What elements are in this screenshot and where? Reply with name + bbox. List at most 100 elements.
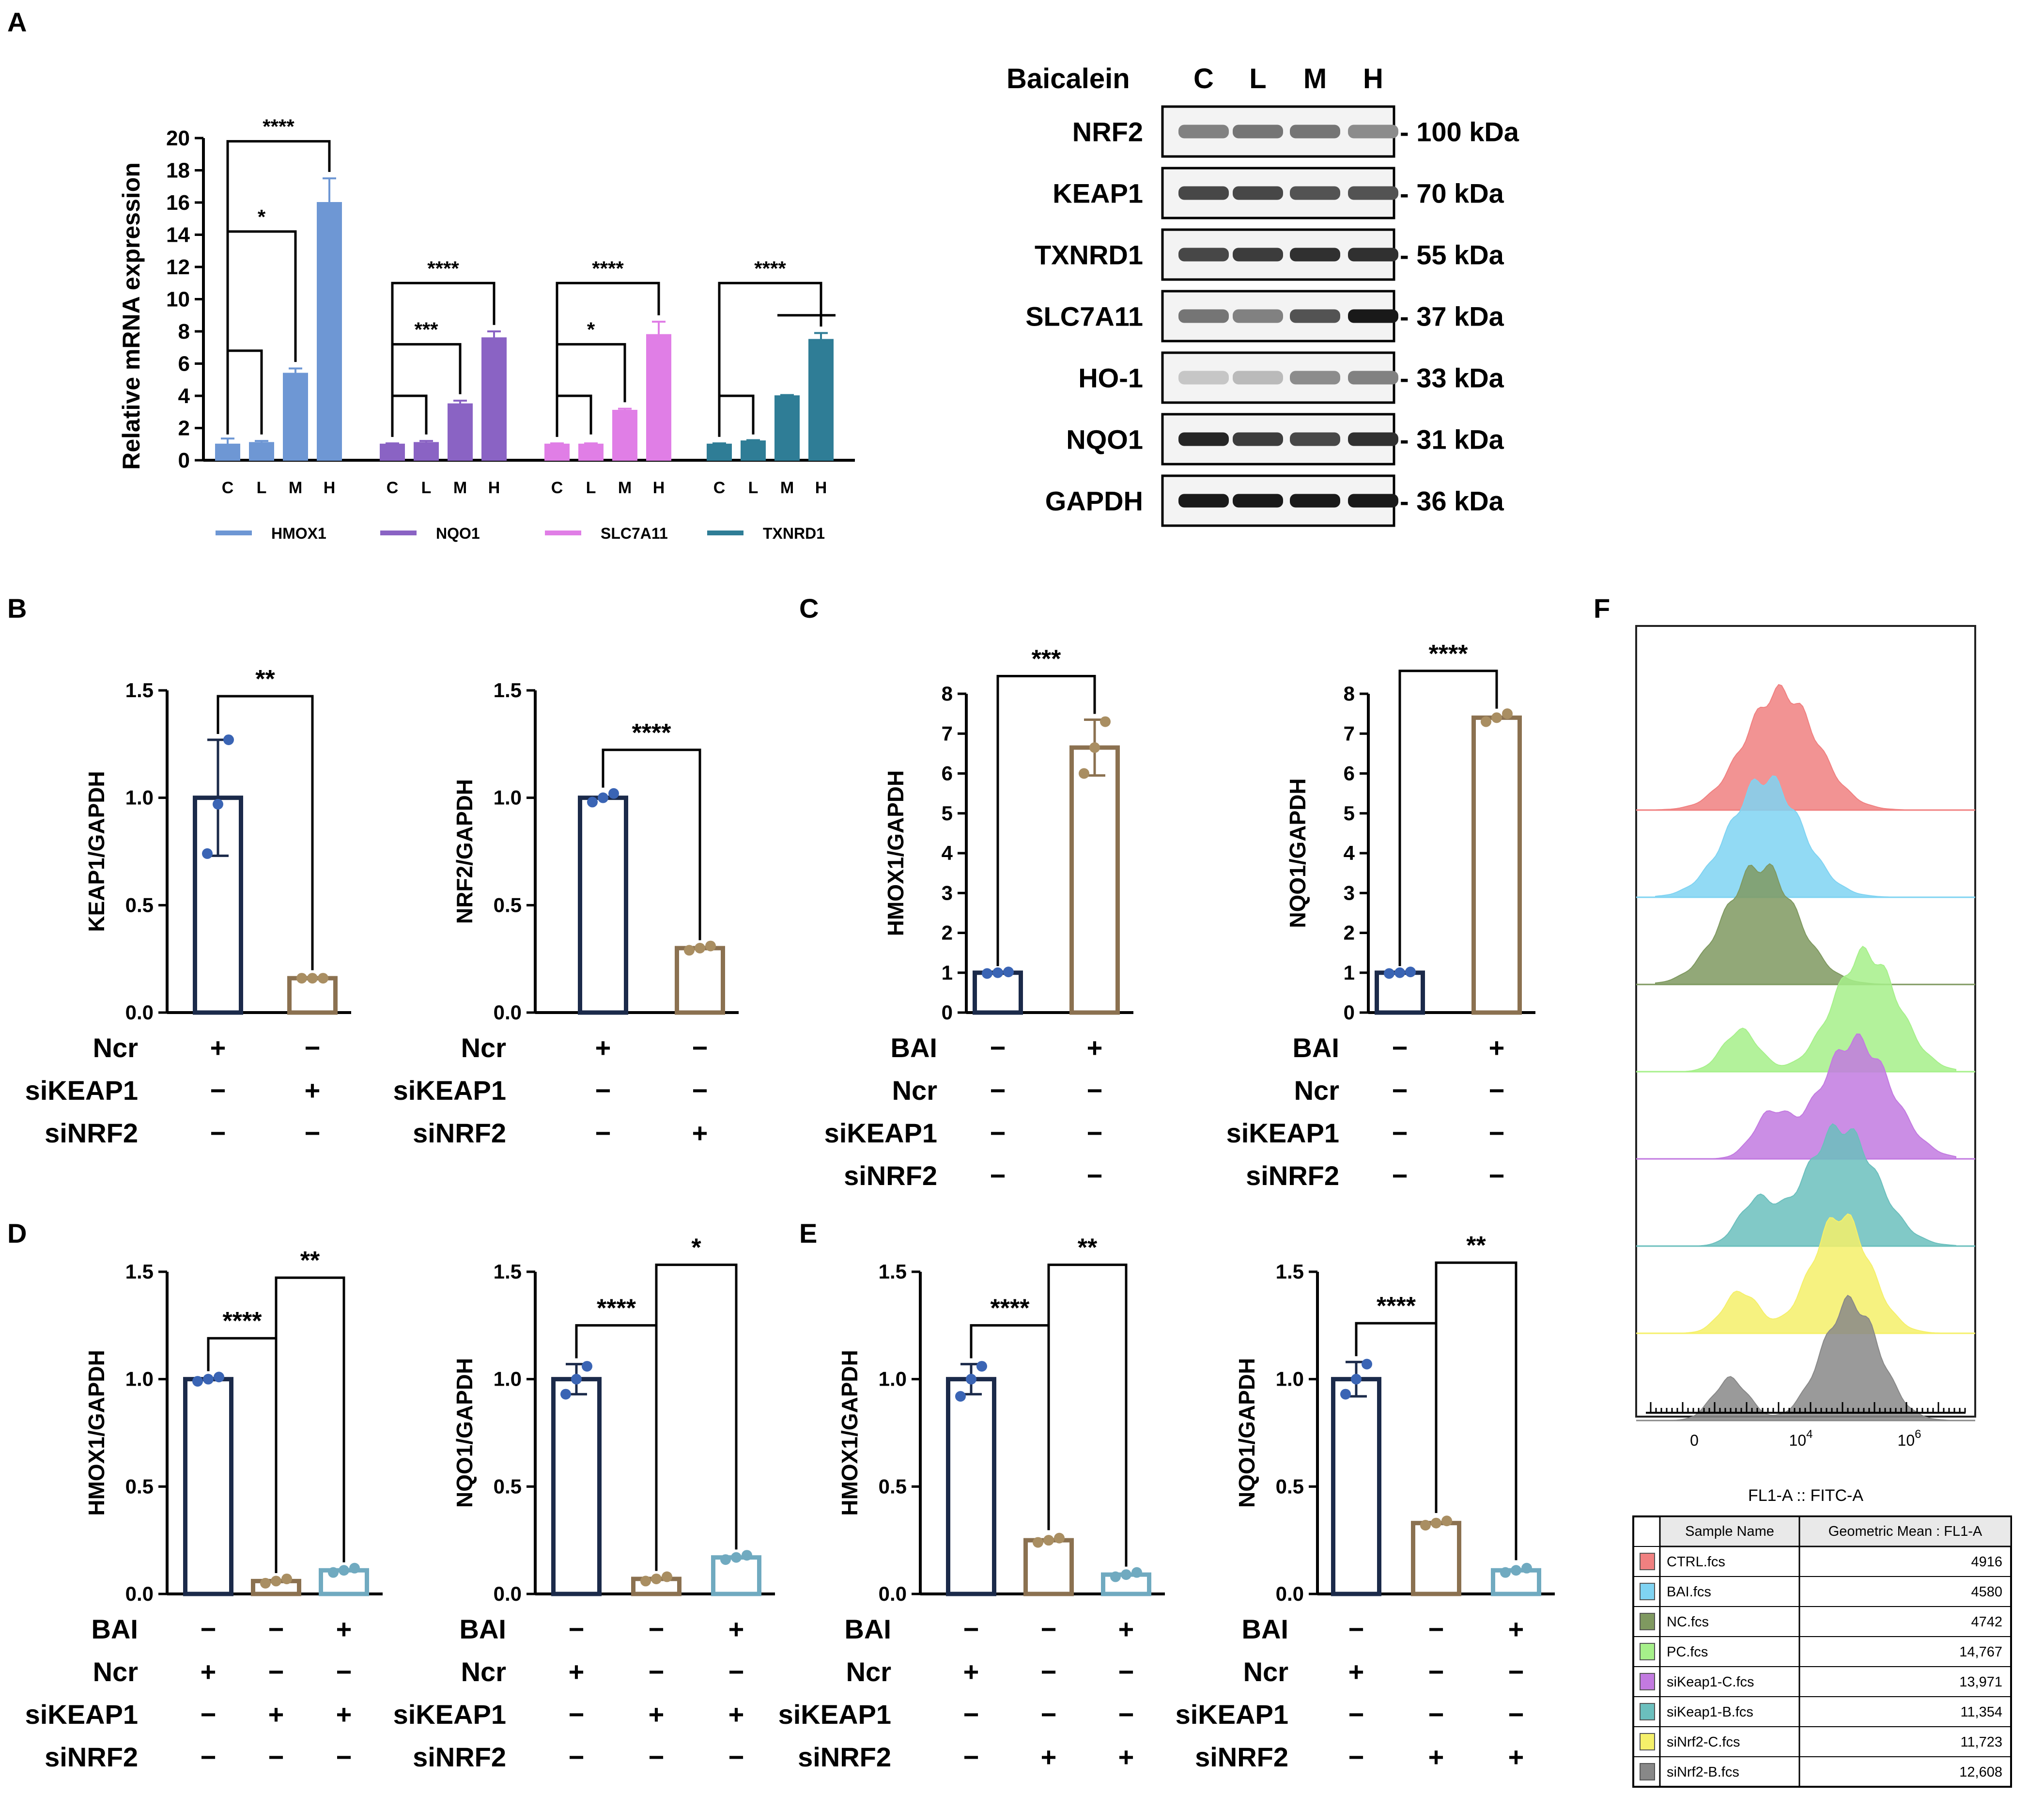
y-tick-label: 7	[1344, 722, 1355, 745]
condition-sign: −	[649, 1742, 665, 1772]
significance-bracket	[217, 695, 314, 970]
table-sample-name: siKeap1-B.fcs	[1667, 1704, 1753, 1720]
bar-hmox1	[317, 202, 342, 461]
significance-bracket	[655, 1264, 738, 1571]
legend-label: TXNRD1	[763, 525, 825, 542]
y-tick-label: 1	[1344, 961, 1355, 984]
data-point	[213, 798, 223, 810]
blot-band	[1290, 432, 1340, 446]
table-swatch	[1640, 1673, 1655, 1690]
condition-sign: −	[1041, 1614, 1057, 1644]
panel-label-e: E	[799, 1218, 817, 1249]
significance-bracket	[1047, 1264, 1128, 1567]
y-tick-label: 5	[942, 802, 953, 825]
condition-sign: −	[990, 1160, 1006, 1191]
bar-nqo1	[380, 443, 405, 461]
condition-sign: −	[1087, 1118, 1103, 1148]
data-point	[1511, 1565, 1521, 1576]
bar	[1471, 715, 1522, 1015]
condition-sign: −	[569, 1742, 585, 1772]
blot-band	[1233, 371, 1283, 385]
significance-label: ****	[991, 1295, 1030, 1323]
x-tick-label: M	[780, 479, 794, 497]
condition-sign: −	[1428, 1614, 1444, 1644]
condition-label: BAI	[460, 1614, 506, 1644]
condition-label: siNRF2	[45, 1118, 138, 1148]
blot-band	[1233, 432, 1283, 446]
x-tick-label: H	[324, 479, 336, 497]
y-tick-label: 8	[1344, 682, 1355, 705]
blot-band	[1348, 309, 1398, 323]
condition-label: siNRF2	[413, 1118, 506, 1148]
data-point	[684, 945, 695, 956]
y-tick-label: 1.5	[494, 679, 522, 702]
condition-sign: +	[1508, 1614, 1524, 1644]
condition-sign: −	[963, 1742, 979, 1772]
table-sample-name: siNrf2-B.fcs	[1667, 1764, 1739, 1780]
y-tick-label: 1.5	[494, 1260, 522, 1283]
blot-band	[1348, 248, 1398, 262]
y-tick-label: 0	[942, 1001, 953, 1024]
histogram-sikeap1-b	[1656, 1123, 1956, 1247]
significance-label: ****	[1429, 640, 1469, 668]
y-tick-label: 0.0	[125, 1001, 154, 1024]
bar-txnrd1	[741, 440, 766, 461]
condition-sign: −	[569, 1614, 585, 1644]
blot-band	[1290, 125, 1340, 139]
table-header-cell: Sample Name	[1685, 1524, 1774, 1539]
chart-c2: 0 1 2 3 4 5 6 7 8 NQO1/GAPDH **** BAI − + Ncr − − siKEAP1…	[1226, 640, 1535, 1191]
data-point	[1003, 967, 1014, 978]
condition-sign: +	[1348, 1656, 1364, 1687]
x-tick-label: M	[453, 479, 467, 497]
legend-label: SLC7A11	[601, 525, 668, 542]
data-point	[982, 968, 992, 979]
condition-sign: −	[1087, 1160, 1103, 1191]
significance-label: **	[1466, 1232, 1486, 1260]
data-point	[296, 973, 307, 984]
table-swatch	[1640, 1733, 1655, 1750]
table-swatch	[1640, 1613, 1655, 1630]
x-tick-label: M	[618, 479, 632, 497]
blot-protein-label: TXNRD1	[1035, 240, 1143, 270]
y-tick-label: 8	[178, 320, 190, 343]
condition-label: siNRF2	[1195, 1742, 1288, 1772]
data-point	[587, 796, 598, 808]
condition-sign: +	[336, 1614, 352, 1644]
condition-label: Ncr	[461, 1656, 506, 1687]
y-tick-label: 0.5	[494, 1475, 522, 1498]
table-geo-mean: 11,354	[1960, 1704, 2002, 1720]
condition-label: siNRF2	[798, 1742, 891, 1772]
legend-label: NQO1	[436, 525, 480, 542]
condition-sign: −	[595, 1075, 611, 1106]
blot-band	[1178, 125, 1229, 139]
condition-sign: −	[1392, 1160, 1408, 1191]
condition-sign: −	[990, 1118, 1006, 1148]
y-tick-label: 0.0	[494, 1582, 522, 1605]
data-point	[1351, 1374, 1362, 1385]
condition-sign: +	[963, 1656, 979, 1687]
significance-label: ****	[263, 115, 294, 138]
data-point	[731, 1552, 742, 1563]
blot-size-label: - 70 kDa	[1400, 178, 1504, 209]
condition-sign: −	[1489, 1075, 1505, 1106]
y-tick-label: 18	[166, 159, 190, 183]
panel-label-a: A	[7, 7, 27, 37]
condition-sign: −	[728, 1656, 744, 1687]
bar-slc7a11	[646, 334, 671, 461]
bar-txnrd1	[808, 339, 834, 461]
significance-bracket	[1435, 1261, 1518, 1561]
condition-sign: −	[210, 1118, 226, 1148]
data-point	[560, 1389, 571, 1400]
data-point	[1420, 1520, 1431, 1531]
table-geo-mean: 4580	[1971, 1584, 2002, 1600]
condition-sign: −	[201, 1614, 217, 1644]
condition-label: siKEAP1	[25, 1699, 138, 1730]
panel-label-f: F	[1594, 593, 1610, 624]
condition-sign: +	[305, 1075, 321, 1106]
significance-label: ****	[754, 257, 786, 280]
data-point	[1441, 1515, 1452, 1527]
data-point	[223, 734, 234, 745]
bar	[183, 1377, 233, 1596]
